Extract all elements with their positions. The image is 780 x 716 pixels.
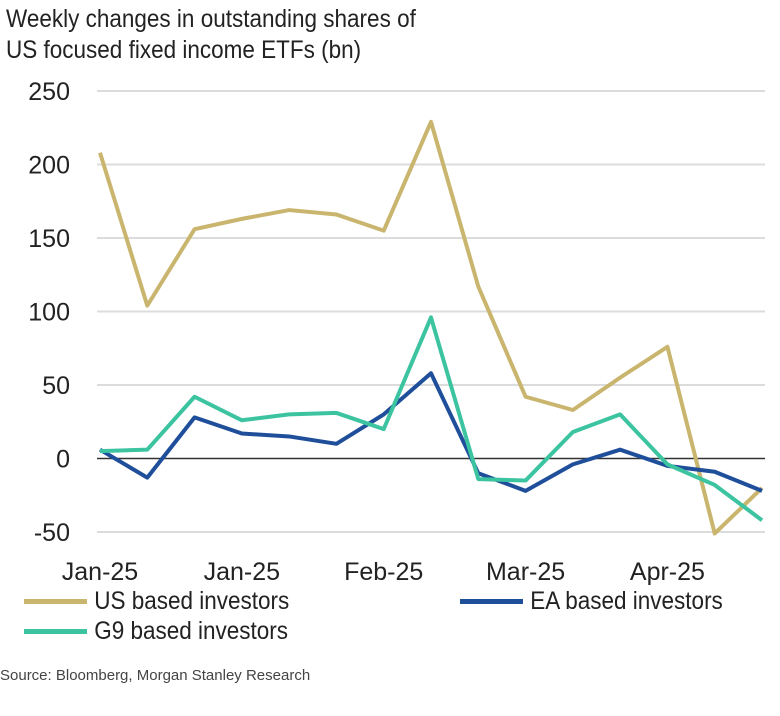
chart-title: Weekly changes in outstanding shares of … bbox=[6, 4, 416, 66]
y-tick-label: 50 bbox=[42, 372, 70, 400]
x-tick-label: Jan-25 bbox=[62, 558, 138, 586]
y-tick-label: 250 bbox=[28, 78, 70, 106]
y-tick-label: 100 bbox=[28, 299, 70, 327]
legend-label-ea: EA based investors bbox=[530, 587, 723, 615]
x-tick-label: Feb-25 bbox=[344, 558, 423, 586]
series-line-0 bbox=[98, 119, 764, 536]
legend-us: US based investors bbox=[24, 587, 289, 616]
legend-label-us: US based investors bbox=[94, 587, 290, 615]
source-note: Source: Bloomberg, Morgan Stanley Resear… bbox=[0, 667, 311, 684]
x-tick-label: Apr-25 bbox=[630, 558, 705, 586]
y-tick-label: -50 bbox=[34, 519, 70, 547]
y-tick-label: 150 bbox=[28, 225, 70, 253]
y-tick-label: 200 bbox=[28, 152, 70, 180]
legend-ea: EA based investors bbox=[460, 587, 723, 616]
x-tick-label: Jan-25 bbox=[204, 558, 280, 586]
legend-swatch-g9 bbox=[24, 629, 87, 634]
legend-label-g9: G9 based investors bbox=[94, 617, 289, 645]
series-line-1 bbox=[98, 371, 763, 493]
legend-g9: G9 based investors bbox=[24, 617, 288, 646]
y-tick-label: 0 bbox=[56, 446, 70, 474]
title-line-2: US focused fixed income ETFs (bn) bbox=[6, 36, 362, 64]
legend-swatch-ea bbox=[460, 599, 523, 604]
x-tick-label: Mar-25 bbox=[486, 558, 565, 586]
legend-swatch-us bbox=[24, 599, 87, 604]
title-line-1: Weekly changes in outstanding shares of bbox=[6, 5, 416, 33]
